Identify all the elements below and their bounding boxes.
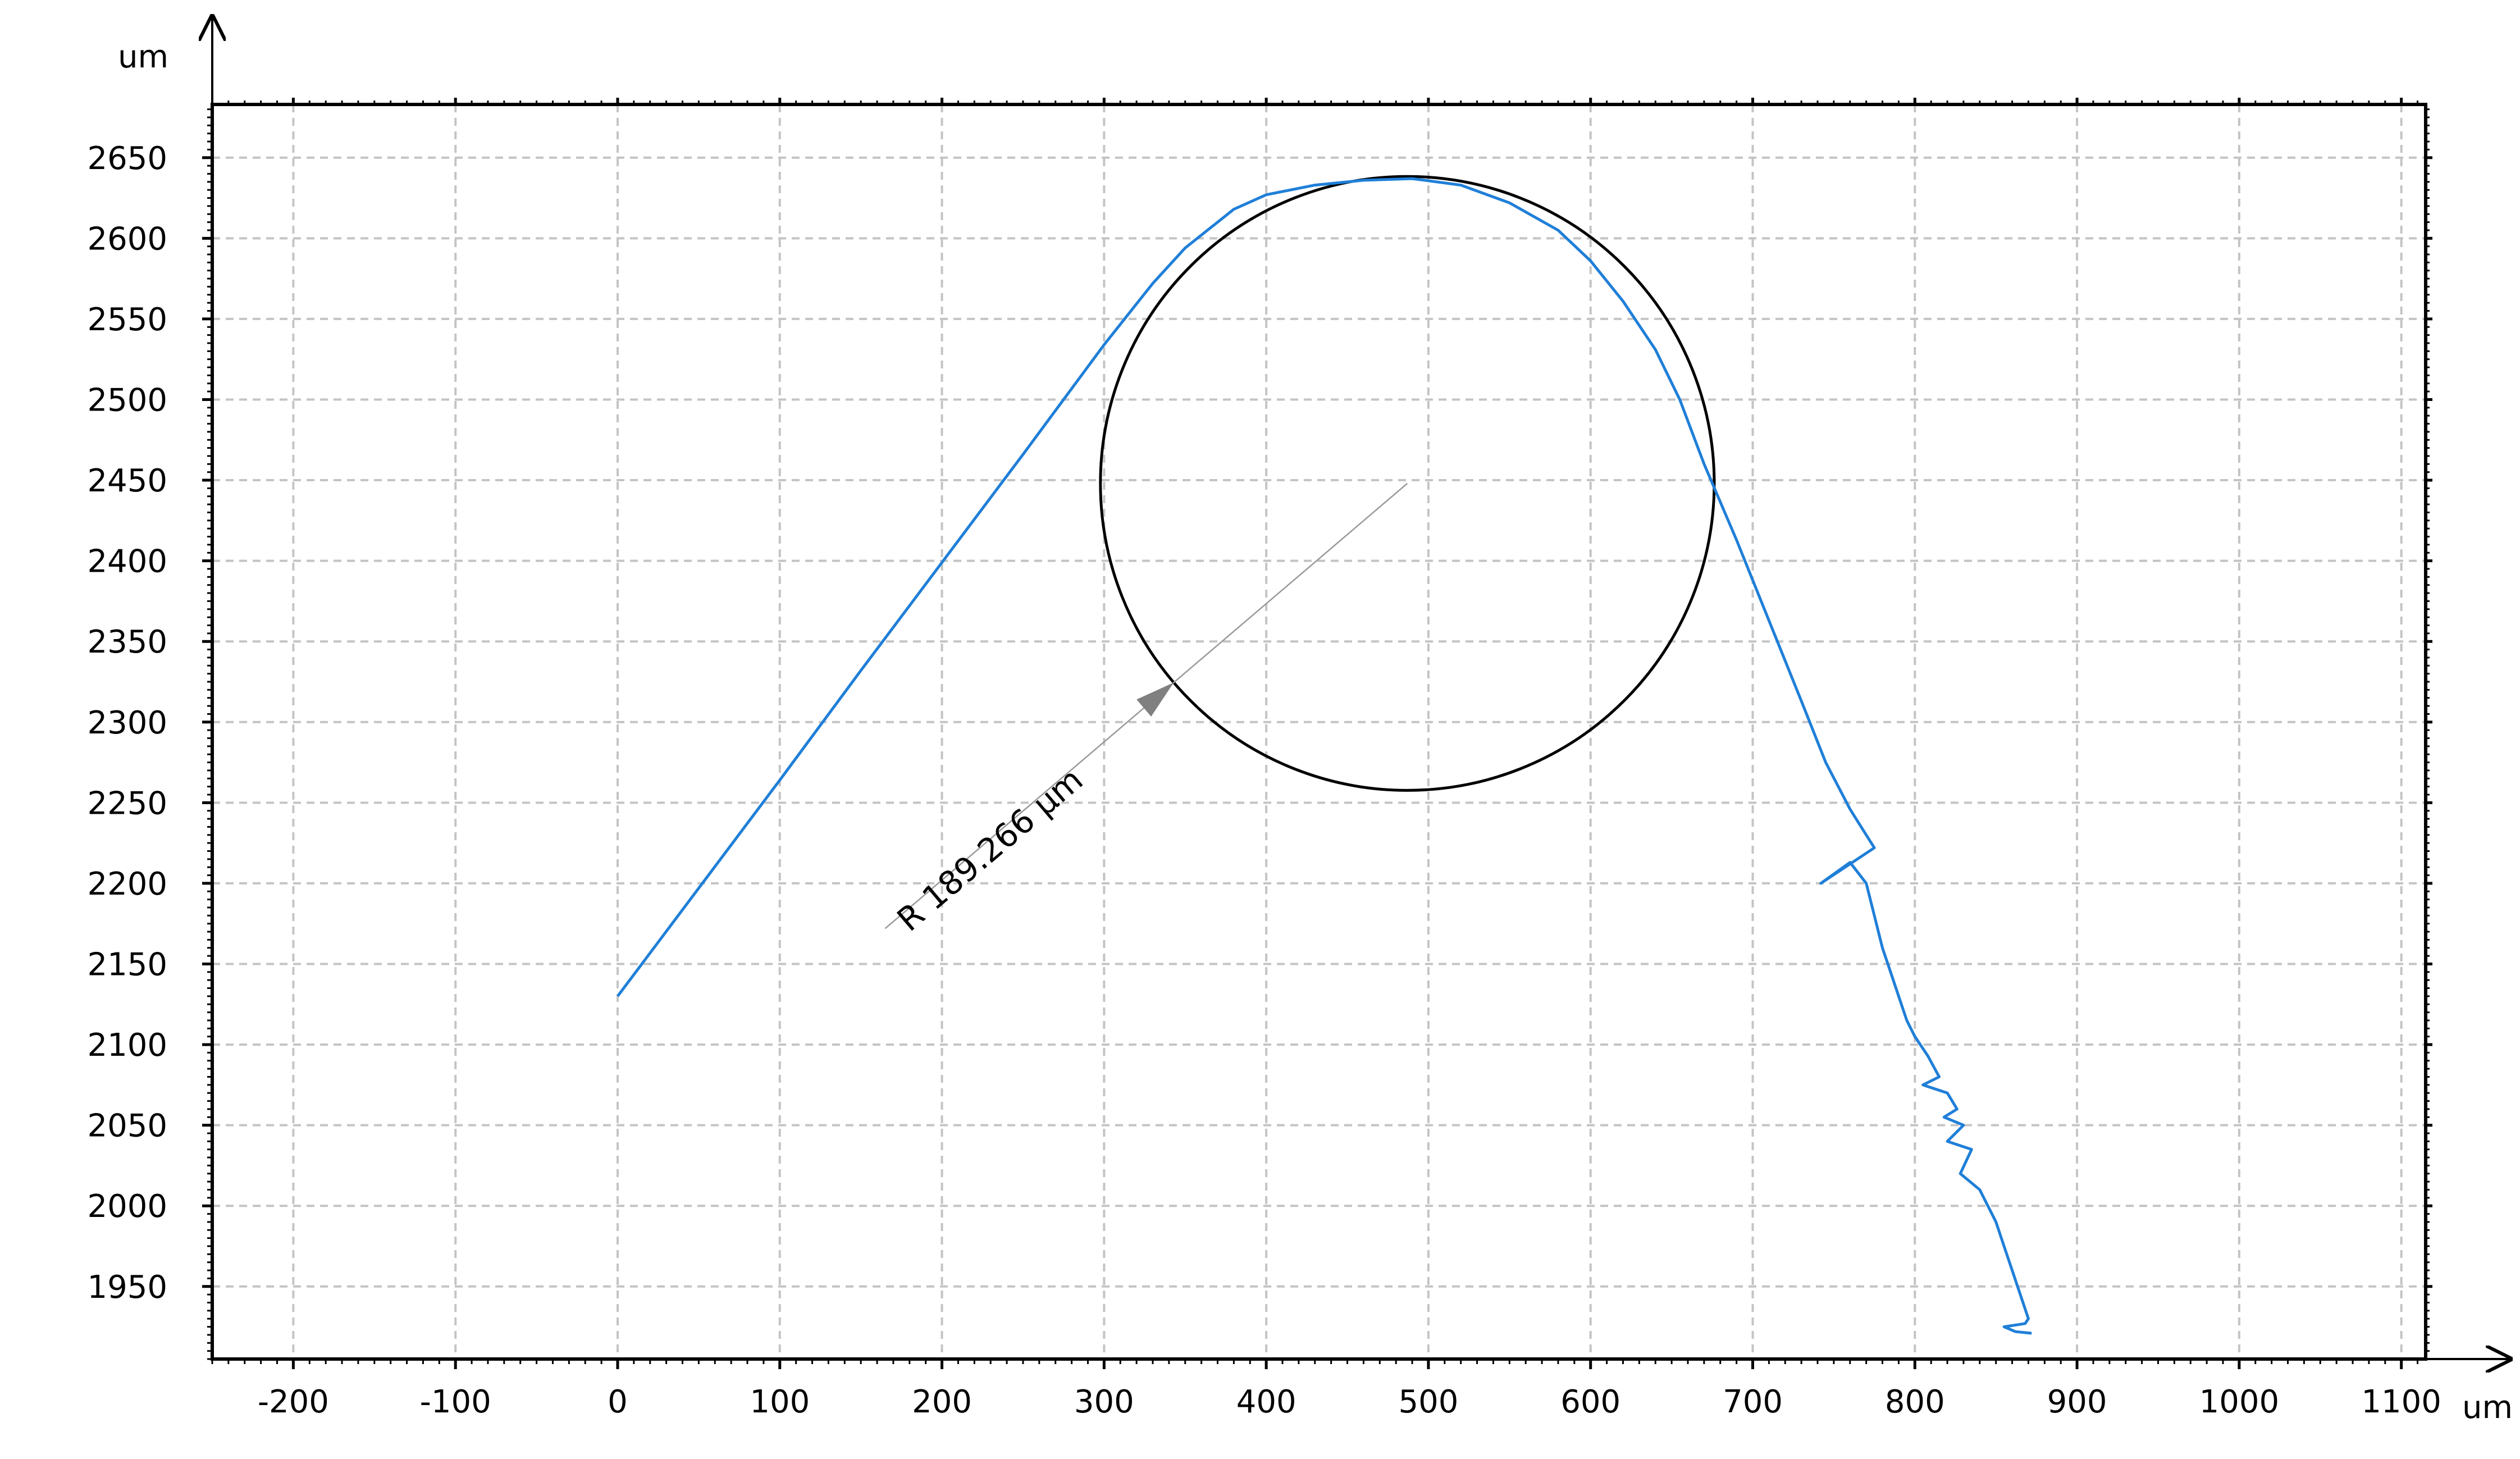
y-unit-label: um bbox=[118, 39, 168, 75]
y-tick-label: 2200 bbox=[87, 866, 167, 902]
y-tick-label: 2350 bbox=[87, 624, 167, 660]
x-tick-label: 0 bbox=[608, 1384, 628, 1420]
y-tick-label: 1950 bbox=[87, 1269, 167, 1306]
x-tick-label: 100 bbox=[750, 1384, 810, 1420]
y-tick-label: 2150 bbox=[87, 946, 167, 983]
x-tick-label: 600 bbox=[1560, 1384, 1620, 1420]
x-tick-label: 1000 bbox=[2199, 1384, 2280, 1420]
x-tick-label: 900 bbox=[2047, 1384, 2107, 1420]
x-tick-label: -200 bbox=[258, 1384, 329, 1420]
y-tick-label: 2450 bbox=[87, 463, 167, 499]
y-tick-label: 2250 bbox=[87, 785, 167, 822]
y-tick-label: 2300 bbox=[87, 705, 167, 741]
grid-lines bbox=[212, 104, 2426, 1359]
plot-background bbox=[212, 104, 2426, 1359]
fit-circle bbox=[1099, 175, 1716, 792]
x-tick-label: 700 bbox=[1723, 1384, 1783, 1420]
radius-arrowhead bbox=[1136, 682, 1174, 717]
y-tick-labels: 1950 2000 2050 2100 2150 2200 2250 2300 2350 2400… bbox=[87, 140, 167, 1306]
profile-series-line bbox=[617, 177, 2032, 1335]
y-tick-label: 2550 bbox=[87, 302, 167, 338]
x-tick-label: 800 bbox=[1885, 1384, 1945, 1420]
x-tick-labels: -200 -100 0 100 200 300 400 500 600 700 800 900 1000… bbox=[258, 1384, 2441, 1420]
x-tick-label: 500 bbox=[1398, 1384, 1458, 1420]
x-unit-label: um bbox=[2462, 1389, 2513, 1426]
plot-frame bbox=[211, 103, 2427, 1361]
x-tick-label: -100 bbox=[420, 1384, 491, 1420]
y-tick-label: 2500 bbox=[87, 382, 167, 418]
x-tick-label: 1100 bbox=[2361, 1384, 2441, 1420]
y-tick-label: 2050 bbox=[87, 1108, 167, 1145]
y-tick-label: 2400 bbox=[87, 544, 167, 580]
x-tick-label: 300 bbox=[1074, 1384, 1134, 1420]
y-tick-label: 2000 bbox=[87, 1188, 167, 1225]
x-tick-label: 400 bbox=[1236, 1384, 1296, 1420]
y-tick-label: 2600 bbox=[87, 221, 167, 257]
y-tick-label: 2100 bbox=[87, 1027, 167, 1064]
y-tick-label: 2650 bbox=[87, 140, 167, 177]
x-tick-label: 200 bbox=[912, 1384, 972, 1420]
